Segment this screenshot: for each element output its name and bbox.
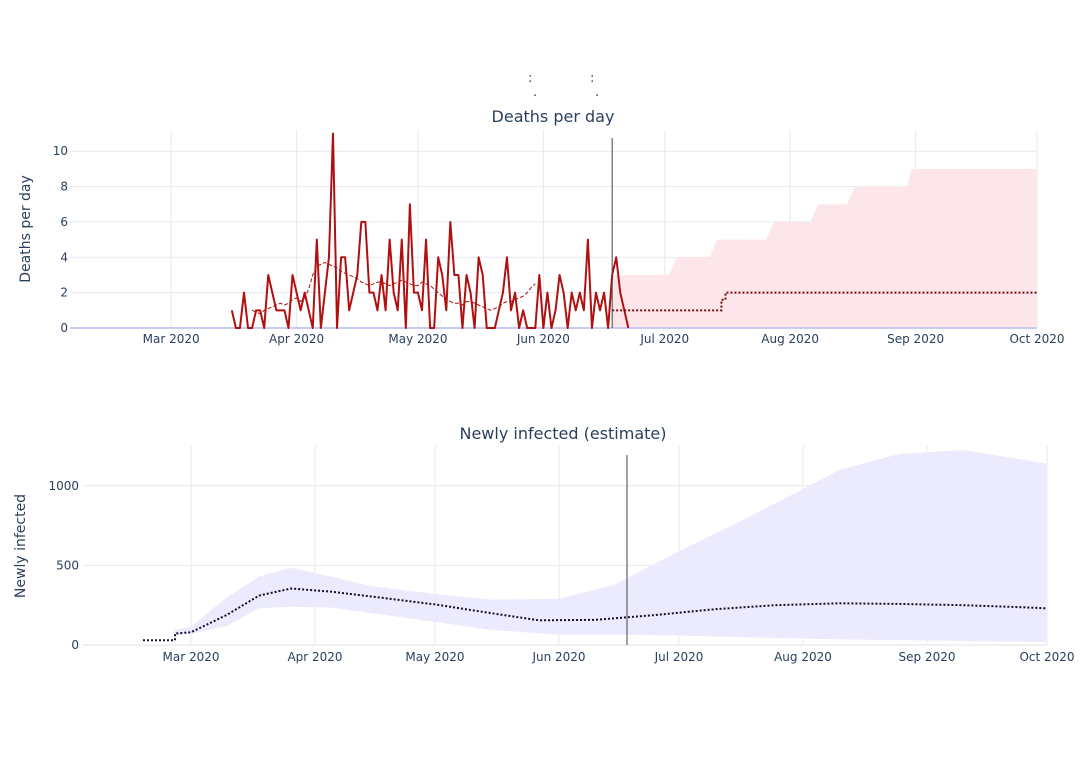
deaths-chart-title: Deaths per day xyxy=(492,107,615,126)
deaths-x-tick-label: Mar 2020 xyxy=(143,332,200,346)
header-fragment-4: . xyxy=(595,85,599,100)
infected-x-tick-label: Oct 2020 xyxy=(1019,650,1074,664)
deaths-uncertainty-band xyxy=(612,168,1037,328)
infected-chart: Newly infected (estimate) Newly infected… xyxy=(13,424,1075,664)
deaths-x-tick-label: Sep 2020 xyxy=(887,332,944,346)
deaths-y-tick-label: 0 xyxy=(60,321,68,335)
header-fragments: : : . . xyxy=(528,71,599,100)
deaths-x-tick-label: May 2020 xyxy=(388,332,447,346)
deaths-y-tick-label: 4 xyxy=(60,250,68,264)
infected-chart-title: Newly infected (estimate) xyxy=(459,424,666,443)
header-fragment-1: : xyxy=(528,71,532,86)
infected-x-tick-label: Sep 2020 xyxy=(899,650,956,664)
deaths-y-tick-label: 2 xyxy=(60,286,68,300)
infected-x-tick-label: Jul 2020 xyxy=(654,650,704,664)
deaths-x-tick-label: Jul 2020 xyxy=(639,332,689,346)
infected-median-line xyxy=(143,587,1048,642)
infected-x-tick-label: Jun 2020 xyxy=(531,650,585,664)
deaths-y-tick-label: 6 xyxy=(60,215,68,229)
deaths-y-tick-label: 8 xyxy=(60,180,68,194)
deaths-observed-line xyxy=(230,132,630,329)
infected-y-tick-label: 0 xyxy=(71,638,79,652)
header-fragment-2: : xyxy=(590,71,594,86)
infected-y-axis-label: Newly infected xyxy=(13,494,29,598)
infected-uncertainty-band xyxy=(175,449,1047,643)
deaths-x-tick-label: Aug 2020 xyxy=(761,332,819,346)
deaths-y-axis-label: Deaths per day xyxy=(18,175,34,283)
infected-x-tick-label: May 2020 xyxy=(405,650,464,664)
deaths-rolling-average-line xyxy=(251,262,536,315)
header-fragment-3: . xyxy=(533,85,537,100)
deaths-x-tick-label: Apr 2020 xyxy=(269,332,324,346)
deaths-y-tick-label: 10 xyxy=(53,144,68,158)
infected-x-tick-label: Aug 2020 xyxy=(774,650,832,664)
infected-y-tick-label: 500 xyxy=(56,558,79,572)
infected-y-tick-label: 1000 xyxy=(48,479,79,493)
deaths-x-tick-label: Oct 2020 xyxy=(1009,332,1064,346)
infected-x-tick-label: Apr 2020 xyxy=(287,650,342,664)
deaths-chart: Deaths per day Deaths per day Mar 2020 Ap… xyxy=(18,107,1065,346)
deaths-forecast-median-line xyxy=(612,291,1037,312)
deaths-x-tick-label: Jun 2020 xyxy=(516,332,570,346)
infected-x-tick-label: Mar 2020 xyxy=(163,650,220,664)
